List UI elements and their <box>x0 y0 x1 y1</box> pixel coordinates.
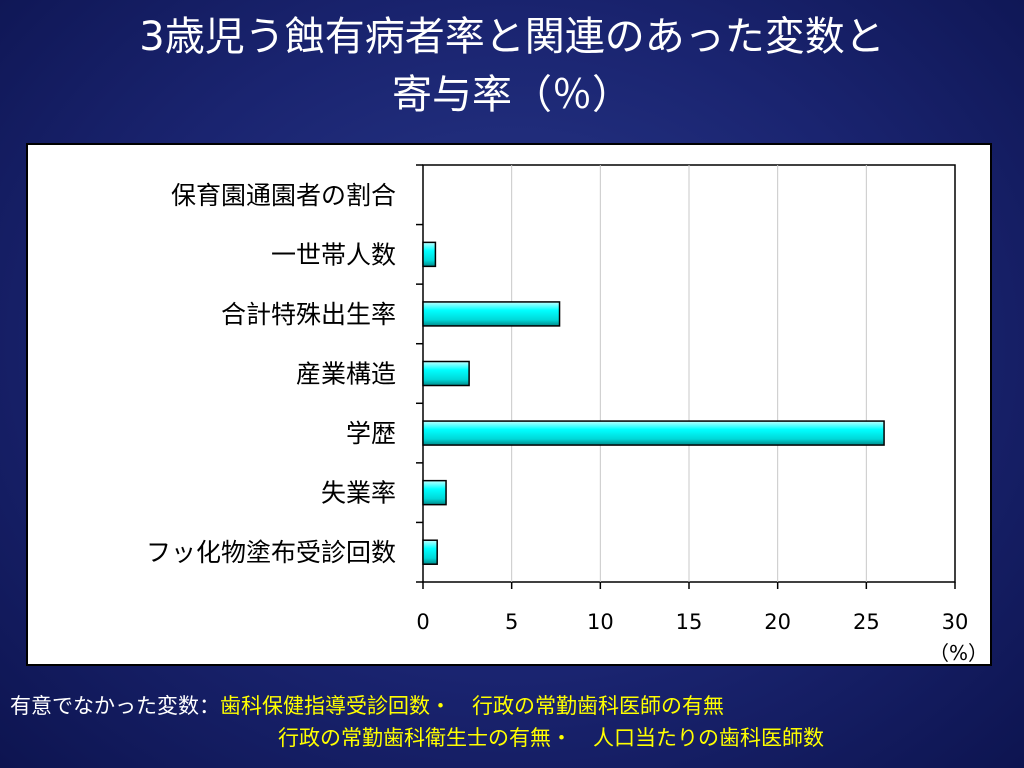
bar <box>422 301 561 327</box>
x-tick-label: 25 <box>853 610 880 634</box>
footnote-line-1: 歯科保健指導受診回数・ 行政の常勤歯科医師の有無 <box>220 694 724 718</box>
category-label: フッ化物塗布受診回数 <box>146 538 396 567</box>
bar <box>422 479 447 506</box>
footnote-line-2: 行政の常勤歯科衛生士の有無・ 人口当たりの歯科医師数 <box>278 726 824 750</box>
x-tick-label: 5 <box>505 610 518 634</box>
footnote-label: 有意でなかった変数： <box>10 694 220 718</box>
x-tick-label: 0 <box>416 610 429 634</box>
x-tick-label: 20 <box>764 610 791 634</box>
x-tick-label: 30 <box>942 610 969 634</box>
x-tick-label: 15 <box>676 610 703 634</box>
title-line-2: 寄与率（％） <box>392 72 632 118</box>
x-unit-label: （%） <box>929 641 988 664</box>
category-label: 保育園通園者の割合 <box>171 181 396 210</box>
x-tick-label: 10 <box>587 610 614 634</box>
bar <box>422 420 885 446</box>
bar-chart: 0 5 10 15 20 25 30 保育園通園者の割合一世帯人数合計特殊出生率産業構造学歴失… <box>146 164 988 664</box>
category-label: 失業率 <box>321 479 396 508</box>
category-label: 産業構造 <box>296 360 396 389</box>
title-line-1: 3歳児う蝕有病者率と関連のあった変数と <box>139 14 885 60</box>
bar <box>422 241 437 268</box>
category-label: 合計特殊出生率 <box>221 300 396 329</box>
slide-title: 3歳児う蝕有病者率と関連のあった変数と 寄与率（％） <box>0 8 1024 124</box>
footnote: 有意でなかった変数：歯科保健指導受診回数・ 行政の常勤歯科医師の有無 行政の常勤… <box>10 690 824 750</box>
bar <box>422 539 438 565</box>
chart-panel: 0 5 10 15 20 25 30 保育園通園者の割合一世帯人数合計特殊出生率産業構造学歴失… <box>26 143 992 666</box>
bar <box>422 360 470 387</box>
category-label: 一世帯人数 <box>271 240 396 269</box>
category-label: 学歴 <box>346 419 396 448</box>
